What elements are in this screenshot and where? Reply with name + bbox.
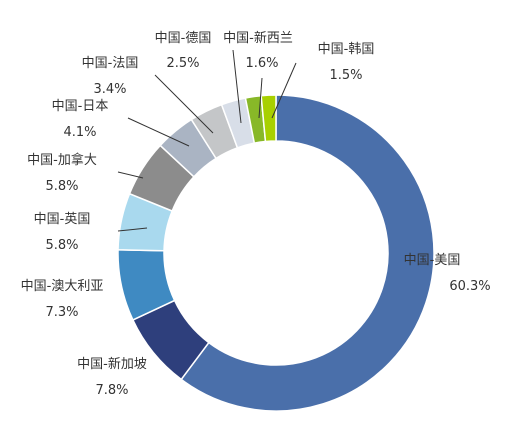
slice-label-name-3: 中国-英国	[34, 212, 91, 227]
slice-9	[260, 94, 277, 143]
slice-label-value-2: 7.3%	[45, 305, 78, 320]
slice-label-name-5: 中国-日本	[52, 99, 109, 114]
slice-label-value-7: 2.5%	[166, 56, 199, 71]
slice-label-name-7: 中国-德国	[155, 31, 212, 46]
leader-line-4	[117, 171, 144, 179]
slice-label-name-2: 中国-澳大利亚	[21, 278, 104, 294]
leader-line-9	[271, 62, 297, 119]
slice-label-name-6: 中国-法国	[82, 56, 139, 71]
slice-label-name-4: 中国-加拿大	[27, 152, 97, 168]
slice-label-value-1: 7.8%	[95, 383, 128, 398]
slice-label-value-6: 3.4%	[93, 82, 126, 97]
slices-group	[117, 94, 435, 412]
slice-label-value-5: 4.1%	[63, 125, 96, 140]
slice-0	[180, 94, 435, 412]
slice-label-name-0: 中国-美国	[404, 253, 461, 268]
slice-label-name-9: 中国-韩国	[318, 42, 375, 57]
slice-label-value-9: 1.5%	[329, 68, 362, 83]
slice-label-value-3: 5.8%	[45, 238, 78, 253]
leader-line-3	[117, 227, 148, 232]
labels-group: 中国-美国 60.3% 中国-新加坡 7.8% 中国-澳大利亚 7.3% 中国-英国 5.8%…	[21, 30, 491, 398]
leader-lines-group	[117, 49, 297, 232]
leader-line-5	[127, 117, 190, 147]
slice-label-value-0: 60.3%	[449, 279, 490, 294]
slice-label-name-1: 中国-新加坡	[77, 356, 147, 372]
slice-label-value-8: 1.6%	[245, 56, 278, 71]
leader-line-7	[232, 49, 242, 124]
leader-line-6	[154, 74, 214, 134]
slice-label-value-4: 5.8%	[45, 179, 78, 194]
slice-label-name-8: 中国-新西兰	[223, 30, 293, 46]
leader-line-8	[258, 77, 263, 119]
